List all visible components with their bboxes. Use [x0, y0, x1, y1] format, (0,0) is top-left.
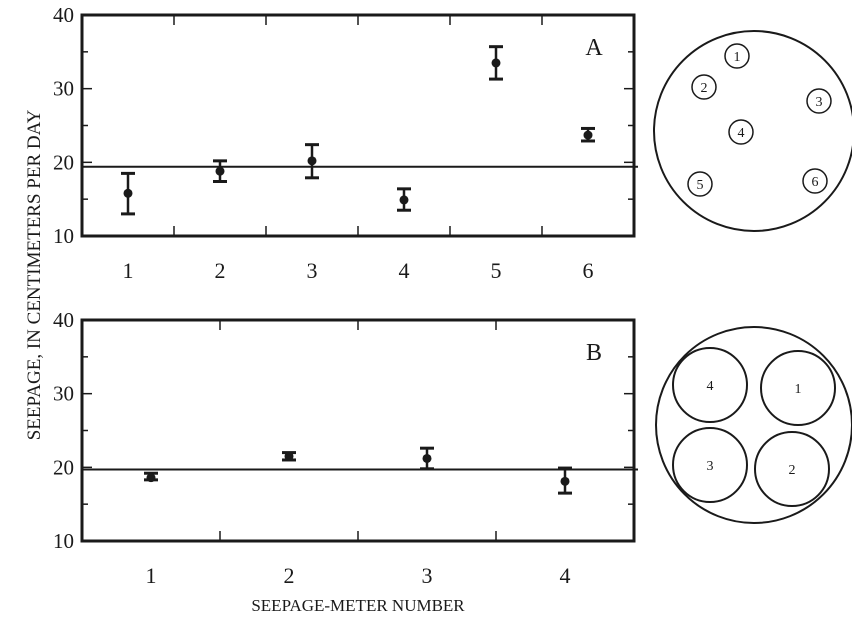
data-point [399, 195, 409, 205]
data-point [123, 188, 133, 198]
x-tick-label: 1 [123, 258, 134, 283]
seepage-meter-marker [691, 74, 717, 100]
panel-label: B [586, 340, 602, 366]
data-point [583, 130, 593, 140]
data-point [422, 453, 432, 463]
meter-layout-diagram-a: 1 2 3 4 5 6 [653, 30, 852, 232]
seepage-meter-number: 4 [738, 126, 745, 141]
y-tick-label: 30 [53, 382, 74, 406]
panel-label: A [585, 35, 603, 61]
seepage-meter-number: 6 [812, 175, 819, 190]
x-tick-label: 3 [307, 258, 318, 283]
data-point [307, 156, 317, 166]
y-tick-label: 30 [53, 77, 74, 101]
seepage-meter-number: 1 [734, 50, 741, 65]
y-tick-label: 20 [53, 455, 74, 479]
chart-panel-a: 10 20 30 40 1 2 3 4 5 6 A [53, 3, 638, 283]
data-point [146, 473, 156, 483]
x-tick-label: 4 [399, 258, 410, 283]
seepage-meter-number: 2 [789, 463, 796, 478]
seepage-meter-number: 1 [795, 382, 802, 397]
seepage-meter-marker [724, 43, 750, 69]
y-tick-label: 20 [53, 150, 74, 174]
x-tick-label: 2 [284, 563, 295, 588]
plot-frame [80, 318, 636, 543]
seepage-meter-number: 4 [707, 379, 714, 394]
y-tick-label: 40 [53, 3, 74, 27]
seepage-meter-number: 3 [707, 459, 714, 474]
seepage-meter-marker [672, 347, 748, 423]
seepage-meter-marker [760, 350, 836, 426]
x-tick-label: 3 [422, 563, 433, 588]
seepage-meter-marker [802, 168, 828, 194]
y-tick-label: 10 [53, 224, 74, 248]
data-point [560, 476, 570, 486]
seepage-meter-number: 2 [701, 81, 708, 96]
seepage-meter-marker [728, 119, 754, 145]
x-axis-label: SEEPAGE-METER NUMBER [251, 596, 465, 615]
seepage-meter-number: 5 [697, 178, 704, 193]
data-point [284, 451, 294, 461]
plot-frame [80, 13, 636, 238]
data-point [491, 58, 501, 68]
y-tick-label: 40 [53, 308, 74, 332]
y-tick-label: 10 [53, 529, 74, 553]
seepage-meter-marker [672, 427, 748, 503]
x-tick-label: 2 [215, 258, 226, 283]
data-point [215, 166, 225, 176]
seepage-meter-marker [754, 431, 830, 507]
seepage-meter-marker [687, 171, 713, 197]
x-tick-label: 1 [146, 563, 157, 588]
x-tick-label: 6 [583, 258, 594, 283]
y-axis-label: SEEPAGE, IN CENTIMETERS PER DAY [24, 109, 45, 440]
meter-layout-diagram-b: 4 1 3 2 [655, 326, 852, 524]
seepage-meter-marker [806, 88, 832, 114]
x-tick-label: 5 [491, 258, 502, 283]
seepage-meter-number: 3 [816, 95, 823, 110]
chart-panel-b: 10 20 30 40 1 2 3 4 B [53, 308, 638, 588]
x-tick-label: 4 [560, 563, 571, 588]
